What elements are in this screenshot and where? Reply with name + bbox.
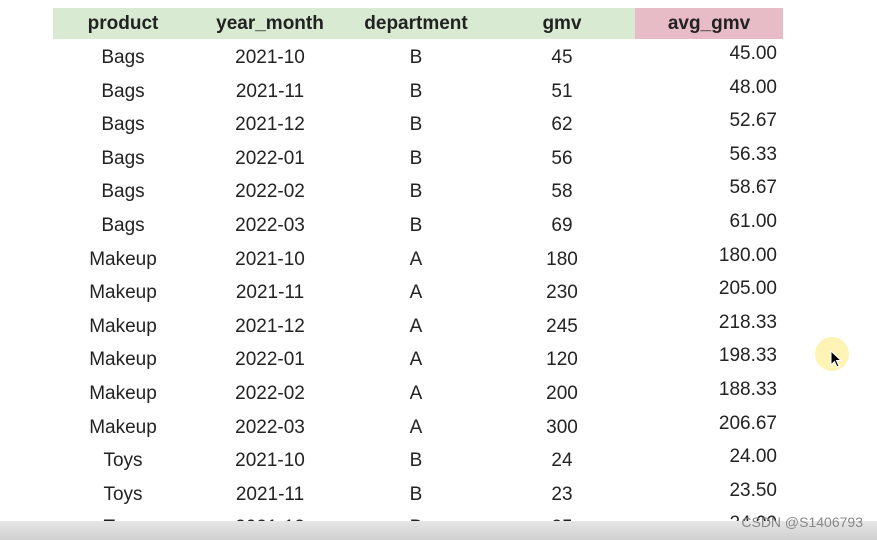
avg-gmv-cell: 188.33 [718,379,777,400]
header-background [53,8,635,39]
product-cell: Makeup [89,248,157,270]
gmv-cell: 180 [546,248,578,270]
department-cell: B [409,114,423,136]
product-cell: Bags [101,215,145,236]
avg-gmv-cell: 206.67 [718,412,777,434]
department-cell: B [409,450,423,472]
year-month-cell: 2021-12 [235,114,305,136]
avg-gmv-cell: 23.50 [729,479,777,501]
header-department: department [364,13,468,34]
department-cell: A [409,383,423,404]
avg-gmv-cell: 58.67 [729,177,777,199]
gmv-cell: 62 [551,114,573,136]
cursor [830,350,843,368]
product-cell: Bags [101,114,145,136]
department-cell: A [409,416,423,438]
product-cell: Makeup [89,349,157,371]
year-month-cell: 2021-10 [235,450,305,472]
avg-gmv-cell: 205.00 [718,278,777,300]
department-cell: B [409,483,423,505]
gmv-cell: 245 [546,315,578,337]
year-month-cell: 2021-11 [235,483,305,505]
avg-gmv-cell: 61.00 [729,211,777,232]
product-cell: Makeup [89,282,157,304]
header-highlight [635,8,783,39]
header-avg-gmv: avg_gmv [667,13,751,34]
product-cell: Bags [101,80,145,102]
department-cell: B [409,181,423,203]
product-cell: Toys [103,483,143,505]
department-cell: A [409,349,423,371]
gmv-cell: 58 [551,181,573,203]
product-cell: Makeup [89,416,157,438]
avg-gmv-cell: 52.67 [729,110,777,132]
avg-gmv-cell: 56.33 [729,143,777,165]
product-cell: Makeup [89,315,157,337]
year-month-cell: 2022-03 [235,215,305,236]
header-product: product [87,13,159,34]
year-month-cell: 2022-02 [235,383,305,404]
gmv-cell: 45 [551,47,573,68]
header-gmv: gmv [542,13,582,34]
product-cell: Bags [101,47,145,68]
department-cell: A [409,248,423,270]
year-month-cell: 2022-01 [235,349,305,371]
year-month-cell: 2021-11 [235,282,305,304]
avg-gmv-cell: 198.33 [718,345,777,367]
year-month-cell: 2021-11 [235,80,305,102]
product-cell: Bags [101,181,145,203]
department-cell: B [409,47,423,68]
bottom-bar [0,521,877,540]
year-month-cell: 2021-10 [235,248,305,270]
department-cell: B [409,215,423,236]
year-month-cell: 2021-10 [235,47,305,68]
gmv-cell: 56 [551,147,573,169]
gmv-cell: 69 [551,215,573,236]
watermark: CSDN @S1406793 [741,514,863,530]
department-cell: A [409,282,423,304]
gmv-cell: 230 [546,282,578,304]
department-cell: A [409,315,423,337]
gmv-cell: 120 [546,349,578,371]
avg-gmv-cell: 24.00 [729,446,777,468]
avg-gmv-cell: 48.00 [729,76,777,98]
year-month-cell: 2022-03 [235,416,305,438]
gmv-cell: 24 [551,450,573,472]
avg-gmv-cell: 218.33 [718,311,777,333]
department-cell: B [409,147,423,169]
avg-gmv-cell: 180.00 [718,244,777,266]
gmv-cell: 200 [546,383,578,404]
gmv-cell: 51 [551,80,573,102]
year-month-cell: 2022-01 [235,147,305,169]
product-cell: Toys [103,450,143,472]
department-cell: B [409,80,423,102]
product-cell: Makeup [89,383,157,404]
header-year-month: year_month [216,13,324,34]
gmv-cell: 300 [546,416,578,438]
product-cell: Bags [101,147,145,169]
avg-gmv-cell: 45.00 [729,43,777,64]
year-month-cell: 2022-02 [235,181,305,203]
year-month-cell: 2021-12 [235,315,305,337]
gmv-cell: 23 [551,483,573,505]
